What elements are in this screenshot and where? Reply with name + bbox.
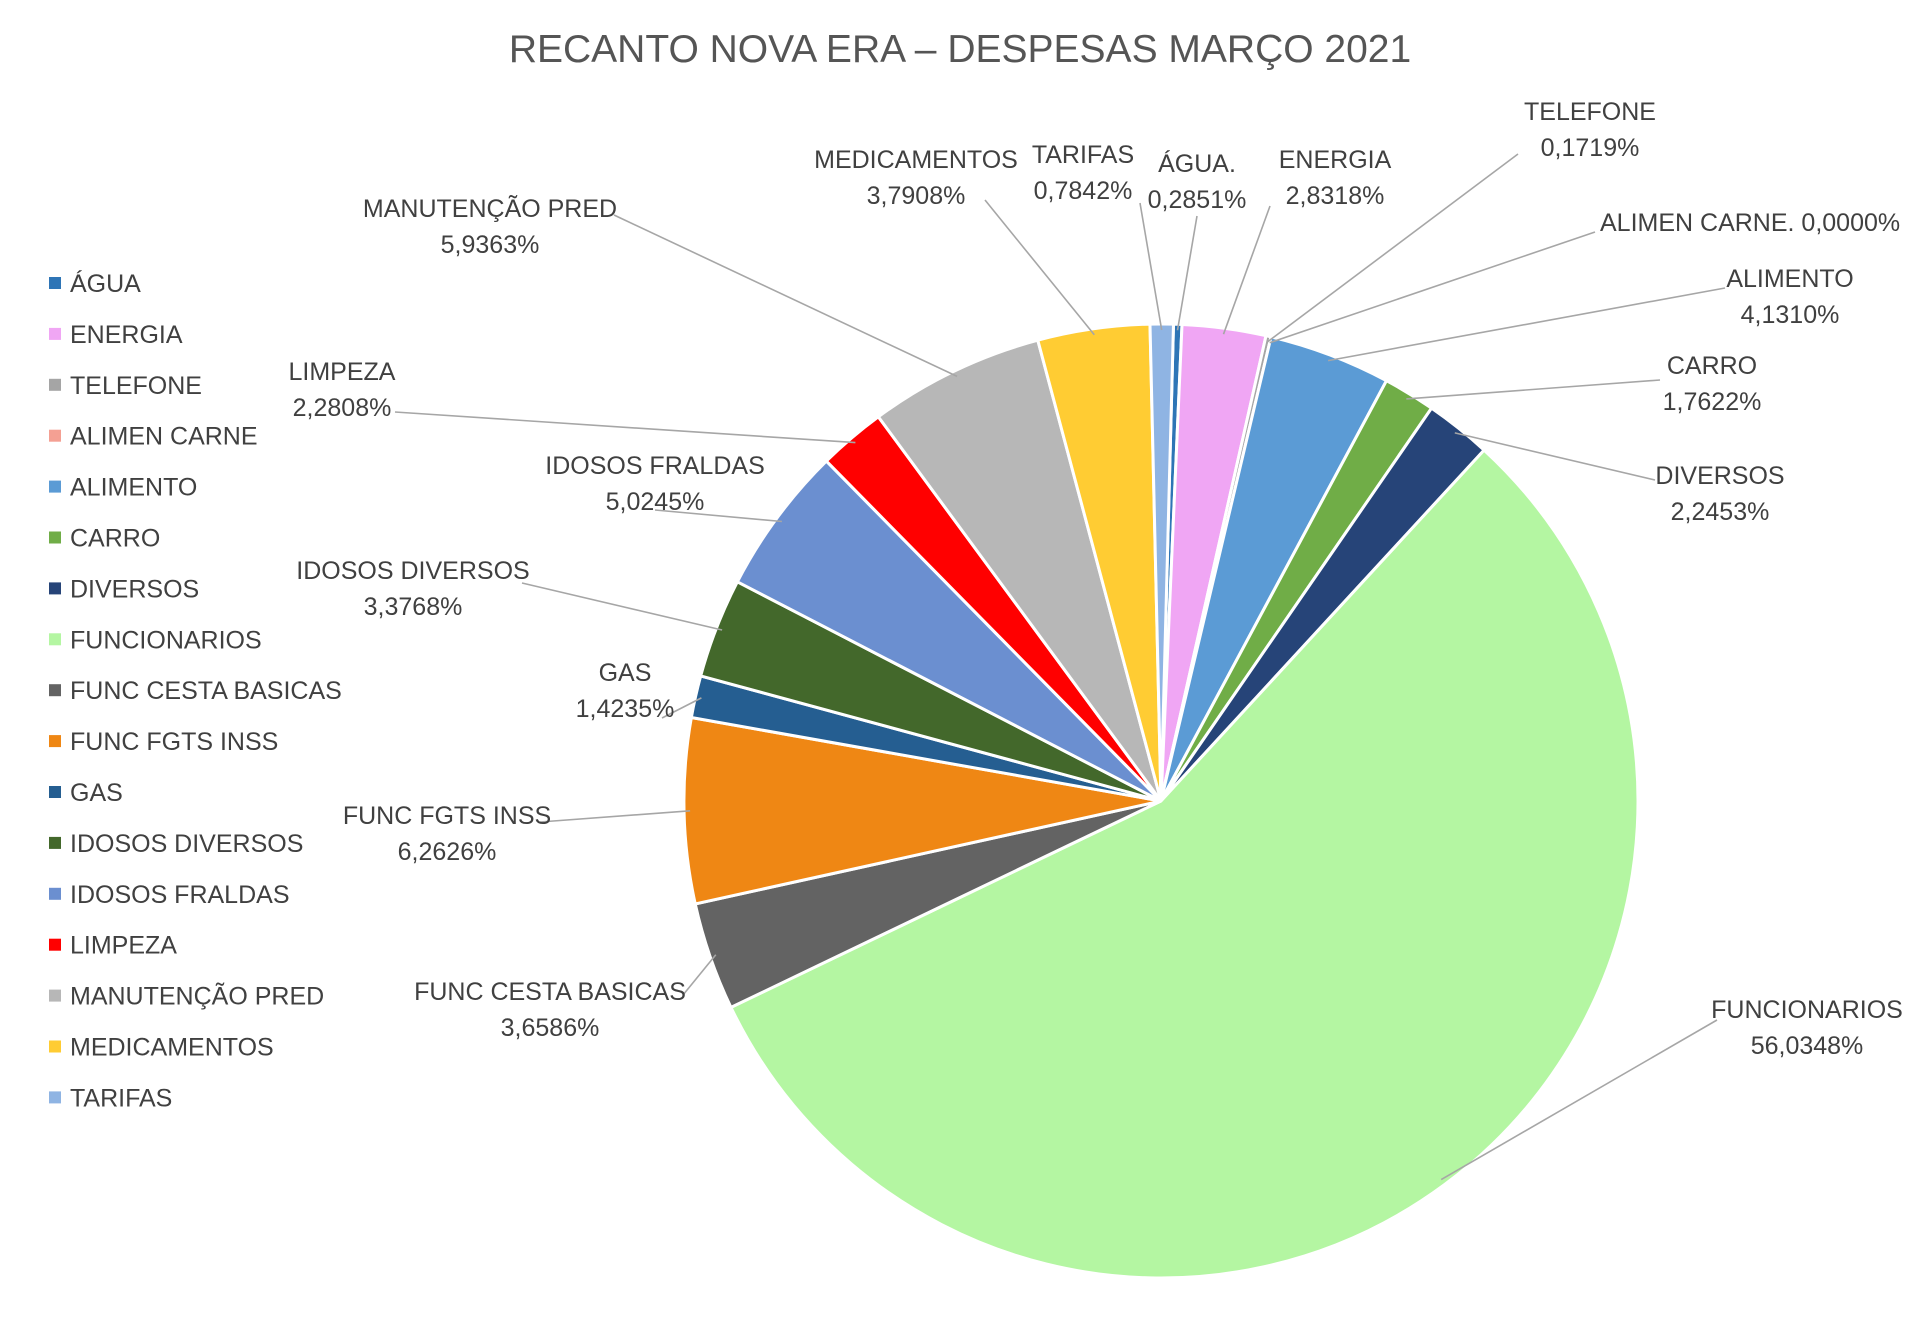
legend-swatch-gas (49, 786, 61, 798)
data-label-value-diversos: 2,2453% (1671, 498, 1770, 526)
legend-item-funcionarios: FUNCIONARIOS (70, 626, 262, 654)
legend-item-idosos-fraldas: IDOSOS FRALDAS (70, 881, 290, 909)
legend-swatch-limpeza (49, 938, 61, 951)
legend-item-medicamentos: MEDICAMENTOS (70, 1034, 274, 1062)
data-label-name-idosos-diversos: IDOSOS DIVERSOS (296, 557, 529, 585)
data-label-name-funcionarios: FUNCIONARIOS (1711, 996, 1903, 1024)
legend-item-agua: ÁGUA (70, 269, 141, 298)
leader-line-gas (661, 697, 702, 719)
leader-line-alimen-carne (1269, 231, 1596, 344)
legend-item-telefone: TELEFONE (70, 372, 202, 400)
data-label-name-manutencao-pred: MANUTENÇÃO PRED (363, 194, 617, 223)
data-label-name-agua: ÁGUA. (1158, 149, 1236, 178)
leader-line-func-fgts-inss (539, 810, 691, 823)
leader-line-tarifas (1139, 202, 1163, 331)
data-label-name-alimento: ALIMENTO (1726, 265, 1853, 293)
legend-item-tarifas: TARIFAS (70, 1084, 172, 1112)
leader-line-manutencao-pred (613, 214, 958, 378)
legend-item-limpeza: LIMPEZA (70, 932, 177, 960)
data-label-alimen-carne: ALIMEN CARNE. 0,0000% (1600, 209, 1900, 237)
data-label-name-idosos-fraldas: IDOSOS FRALDAS (545, 452, 765, 480)
legend-swatch-energia (49, 327, 61, 340)
data-label-value-gas: 1,4235% (576, 695, 675, 723)
leader-line-limpeza (394, 411, 856, 444)
legend-swatch-alimento (49, 480, 61, 493)
legend-item-func-fgts-inss: FUNC FGTS INSS (70, 728, 278, 756)
data-label-value-idosos-fraldas: 5,0245% (606, 488, 705, 516)
legend-swatch-func-fgts-inss (49, 735, 61, 748)
data-label-name-medicamentos: MEDICAMENTOS (814, 146, 1018, 174)
legend-item-alimento: ALIMENTO (70, 474, 197, 502)
data-label-value-manutencao-pred: 5,9363% (441, 231, 540, 259)
legend-swatch-func-cesta-basicas (49, 684, 61, 697)
legend-swatch-carro (49, 531, 61, 544)
legend-item-manutencao-pred: MANUTENÇÃO PRED (70, 982, 324, 1011)
data-label-value-func-cesta-basicas: 3,6586% (501, 1014, 600, 1042)
data-label-name-telefone: TELEFONE (1524, 98, 1656, 126)
data-label-name-limpeza: LIMPEZA (289, 358, 396, 386)
data-label-value-func-fgts-inss: 6,2626% (398, 838, 497, 866)
legend-swatch-alimen-carne (49, 429, 61, 442)
data-label-value-funcionarios: 56,0348% (1751, 1032, 1864, 1060)
pie-slice-funcionarios (728, 447, 1640, 1280)
chart-title: RECANTO NOVA ERA – DESPESAS MARÇO 2021 (509, 28, 1411, 71)
data-label-value-carro: 1,7622% (1663, 388, 1762, 416)
data-label-value-medicamentos: 3,7908% (867, 182, 966, 210)
data-label-value-energia: 2,8318% (1286, 182, 1385, 210)
data-label-value-tarifas: 0,7842% (1034, 177, 1133, 205)
data-label-value-telefone: 0,1719% (1541, 134, 1640, 162)
leader-line-alimento (1327, 287, 1726, 362)
pie-slice-idosos-fraldas (735, 458, 1163, 803)
legend-item-idosos-diversos: IDOSOS DIVERSOS (70, 830, 303, 858)
legend-item-func-cesta-basicas: FUNC CESTA BASICAS (70, 677, 342, 705)
legend-swatch-tarifas (49, 1091, 61, 1104)
legend-item-carro: CARRO (70, 525, 160, 553)
data-label-name-func-cesta-basicas: FUNC CESTA BASICAS (414, 978, 686, 1006)
leader-line-idosos-fraldas (654, 509, 782, 523)
leader-line-idosos-diversos (521, 582, 723, 631)
leader-line-carro (1406, 379, 1661, 400)
data-label-name-gas: GAS (599, 659, 652, 687)
legend-swatch-medicamentos (49, 1040, 61, 1053)
pie-slice-manutencao-pred (876, 338, 1163, 802)
leader-line-func-cesta-basicas (682, 954, 717, 996)
legend-swatch-manutencao-pred (49, 989, 61, 1002)
legend: ÁGUA ENERGIA TELEFONE ALIMEN CARNE ALIMENTO C… (49, 269, 342, 1112)
legend-swatch-funcionarios (49, 633, 61, 646)
data-label-name-carro: CARRO (1667, 352, 1757, 380)
legend-swatch-telefone (49, 378, 61, 391)
legend-item-alimen-carne: ALIMEN CARNE (70, 423, 258, 451)
data-label-value-alimento: 4,1310% (1741, 301, 1840, 329)
data-label-name-energia: ENERGIA (1279, 146, 1392, 174)
leader-line-energia (1222, 205, 1271, 335)
leader-line-diversos (1454, 432, 1656, 481)
legend-swatch-idosos-diversos (49, 836, 61, 849)
data-label-value-idosos-diversos: 3,3768% (364, 593, 463, 621)
leader-line-medicamentos (984, 199, 1095, 336)
data-label-value-limpeza: 2,2808% (293, 394, 392, 422)
pie-slice-tarifas (1148, 322, 1176, 802)
leader-line-funcionarios (1440, 1019, 1718, 1181)
data-labels: ÁGUA. 0,2851% ENERGIA 2,8318% TELEFONE 0,1719… (289, 98, 1903, 1060)
label-leader-lines (394, 153, 1726, 1181)
leader-line-agua (1176, 215, 1198, 331)
legend-swatch-idosos-fraldas (49, 887, 61, 900)
leader-line-telefone (1266, 153, 1519, 343)
data-label-value-agua: 0,2851% (1148, 186, 1247, 214)
pie-slices (682, 322, 1640, 1280)
data-label-name-tarifas: TARIFAS (1032, 141, 1134, 169)
data-label-name-func-fgts-inss: FUNC FGTS INSS (343, 802, 551, 830)
legend-item-energia: ENERGIA (70, 321, 183, 349)
data-label-name-diversos: DIVERSOS (1655, 462, 1784, 490)
legend-item-gas: GAS (70, 779, 123, 807)
legend-item-diversos: DIVERSOS (70, 575, 199, 603)
legend-swatch-agua (49, 277, 61, 289)
legend-swatch-diversos (49, 582, 61, 595)
